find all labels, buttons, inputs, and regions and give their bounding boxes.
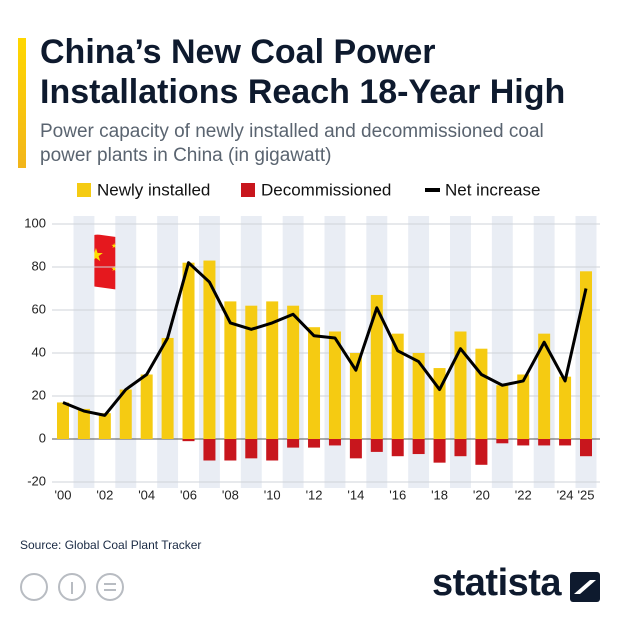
column-band xyxy=(491,216,513,488)
bar xyxy=(119,389,132,439)
bar xyxy=(538,333,551,439)
x-tick-label: '16 xyxy=(389,487,406,502)
bar xyxy=(328,331,341,439)
x-tick-label: '12 xyxy=(306,487,323,502)
bar xyxy=(475,348,488,439)
column-band xyxy=(73,216,95,488)
x-tick-label: '22 xyxy=(515,487,532,502)
legend-swatch xyxy=(241,183,255,197)
x-tick-label: '20 xyxy=(473,487,490,502)
x-tick-label: '18 xyxy=(431,487,448,502)
bar xyxy=(182,439,195,442)
bar xyxy=(266,439,279,461)
y-tick-label: 40 xyxy=(32,344,46,359)
source: Source: Global Coal Plant Tracker xyxy=(20,538,202,552)
y-tick-label: -20 xyxy=(27,473,46,488)
subtitle: Power capacity of newly installed and de… xyxy=(40,121,544,166)
legend-label: Newly installed xyxy=(97,180,210,199)
bar xyxy=(308,327,321,439)
license-icons xyxy=(20,573,124,601)
bar xyxy=(203,439,216,461)
bar xyxy=(496,439,509,444)
bar xyxy=(349,353,362,439)
bar xyxy=(496,385,509,439)
y-tick-label: 0 xyxy=(39,430,46,445)
bar xyxy=(454,439,467,457)
bar xyxy=(517,439,530,446)
bar xyxy=(454,331,467,439)
bar xyxy=(580,271,592,439)
bar xyxy=(161,337,174,439)
bar xyxy=(57,402,69,439)
x-tick-label: '02 xyxy=(96,487,113,502)
bar xyxy=(349,439,362,459)
bar xyxy=(517,374,530,439)
bar xyxy=(245,305,258,439)
bar xyxy=(224,439,237,461)
svg-text:★: ★ xyxy=(111,242,117,250)
bar xyxy=(412,439,425,455)
legend-swatch xyxy=(77,183,91,197)
bar xyxy=(559,376,572,439)
y-tick-label: 100 xyxy=(24,215,46,230)
legend-label: Net increase xyxy=(445,180,540,199)
bar xyxy=(559,439,572,446)
x-tick-label: '25 xyxy=(578,487,595,502)
bar xyxy=(308,439,321,448)
bar xyxy=(370,294,383,439)
bar xyxy=(475,439,488,465)
title: China’s New Coal Power Installations Rea… xyxy=(40,33,566,111)
column-band xyxy=(115,216,137,488)
bar xyxy=(266,301,279,439)
bar xyxy=(391,333,404,439)
x-tick-label: '04 xyxy=(138,487,155,502)
brand: statista xyxy=(432,562,562,604)
bar xyxy=(287,305,300,439)
legend-label: Decommissioned xyxy=(261,180,391,199)
bar xyxy=(328,439,341,446)
y-tick-label: 20 xyxy=(32,387,46,402)
bar xyxy=(391,439,404,457)
bar xyxy=(287,439,300,448)
x-tick-label: '24 xyxy=(557,487,574,502)
line xyxy=(62,261,588,417)
x-tick-label: '14 xyxy=(347,487,364,502)
bar xyxy=(140,374,153,439)
bar xyxy=(433,439,446,463)
bar xyxy=(245,439,258,459)
bar xyxy=(182,262,195,439)
bar xyxy=(77,408,90,439)
x-tick-label: '08 xyxy=(222,487,239,502)
x-tick-label: '06 xyxy=(180,487,197,502)
bar xyxy=(203,260,216,439)
bar xyxy=(580,439,592,457)
svg-text:★: ★ xyxy=(111,265,117,273)
y-tick-label: 60 xyxy=(32,301,46,316)
bar xyxy=(224,301,237,439)
y-tick-label: 80 xyxy=(32,258,46,273)
x-tick-label: '10 xyxy=(264,487,281,502)
x-tick-label: '00 xyxy=(55,487,72,502)
bar xyxy=(370,439,383,452)
bar xyxy=(538,439,551,446)
bar xyxy=(412,353,425,439)
bar xyxy=(98,413,111,439)
title-accent xyxy=(18,38,26,168)
brand-logo xyxy=(570,572,600,602)
